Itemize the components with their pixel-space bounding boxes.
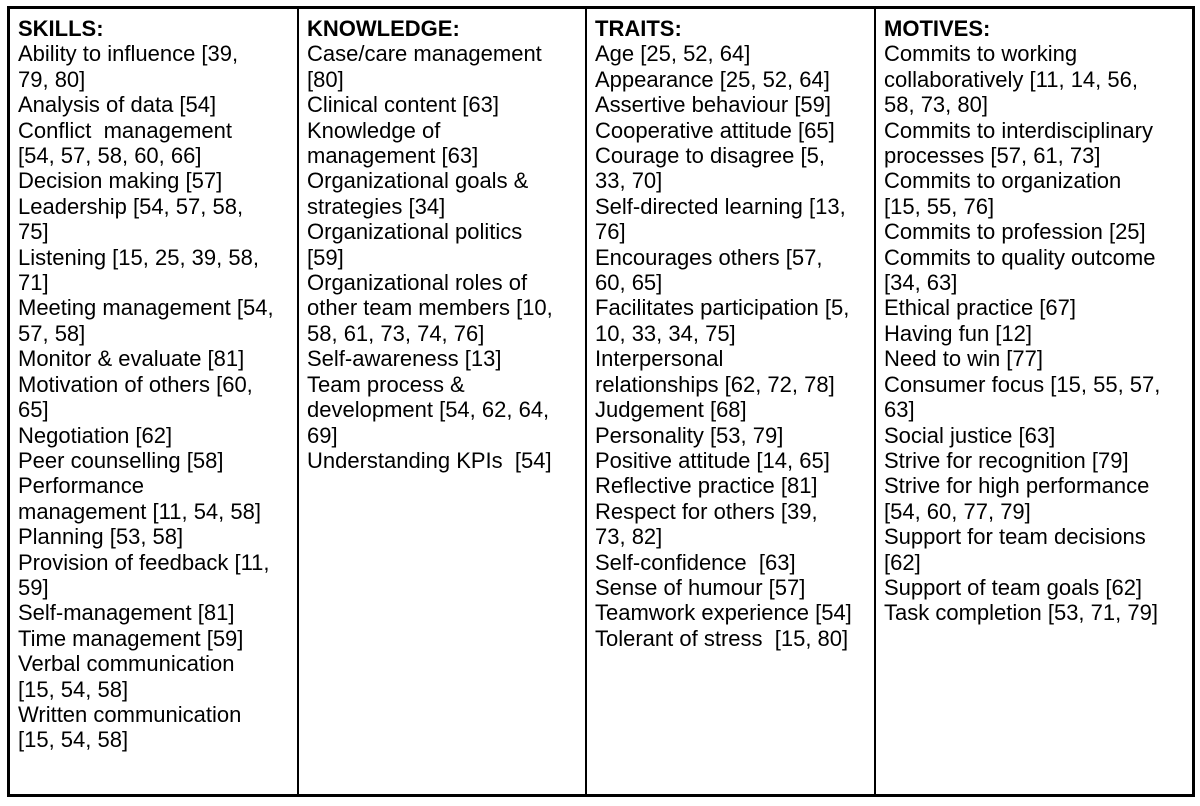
list-item: Courage to disagree [5, 33, 70] (595, 143, 832, 194)
list-item: Decision making [57] (18, 168, 223, 194)
list-item: Analysis of data [54] (18, 92, 217, 118)
list-item: Commits to quality outcome [34, 63] (884, 244, 1162, 296)
list-item: Tolerant of stress [15, 80] (595, 625, 849, 651)
list-item: Negotiation [62] (18, 422, 173, 448)
column-header-motives: MOTIVES: (884, 16, 991, 41)
list-item: Monitor & evaluate [81] (18, 346, 245, 372)
list-item: Positive attitude [14, 65] (595, 447, 830, 473)
column-traits: TRAITS: Age [25, 52, 64] Appearance [25,… (585, 9, 874, 794)
list-item: Organizational politics [59] (307, 219, 529, 270)
list-item: Ability to influence [39, 79, 80] (18, 41, 245, 92)
list-item: Judgement [68] (595, 397, 747, 423)
list-item: Commits to working collaboratively [11, … (884, 41, 1145, 118)
list-item: Facilitates participation [5, 10, 33, 34… (595, 295, 856, 346)
list-item: Having fun [12] (884, 320, 1032, 346)
list-item: Commits to organization [15, 55, 76] (884, 168, 1128, 219)
list-item: Cooperative attitude [65] (595, 117, 835, 143)
list-item: Strive for recognition [79] (884, 447, 1129, 473)
list-item: Written communication [15, 54, 58] (18, 701, 248, 753)
list-item: Commits to profession [25] (884, 219, 1146, 245)
list-item: Planning [53, 58] (18, 524, 184, 550)
list-item: Teamwork experience [54] (595, 600, 852, 626)
list-item: Listening [15, 25, 39, 58, 71] (18, 244, 266, 296)
list-item: Self-directed learning [13, 76] (595, 193, 852, 245)
list-item: Verbal communication [15, 54, 58] (18, 651, 241, 702)
list-item: Consumer focus [15, 55, 57, 63] (884, 371, 1167, 423)
list-item: Leadership [54, 57, 58, 75] (18, 193, 250, 245)
list-item: Self-awareness [13] (307, 346, 502, 372)
list-item: Self-confidence [63] (595, 549, 796, 575)
list-item: Strive for high performance [54, 60, 77,… (884, 473, 1156, 524)
list-item: Performance management [11, 54, 58] (18, 473, 261, 524)
list-item: Task completion [53, 71, 79] (884, 600, 1158, 626)
competency-table: SKILLS: Ability to influence [39, 79, 80… (7, 6, 1195, 797)
list-item: Ethical practice [67] (884, 295, 1076, 321)
list-item: Commits to interdisciplinary processes [… (884, 117, 1160, 169)
column-knowledge: KNOWLEDGE: Case/care management [80] Cli… (297, 9, 585, 794)
column-header-skills: SKILLS: (18, 16, 104, 41)
list-item: Interpersonal relationships [62, 72, 78] (595, 346, 835, 397)
list-item: Respect for others [39, 73, 82] (595, 498, 824, 550)
list-item: Support of team goals [62] (884, 574, 1143, 600)
list-item: Case/care management [80] (307, 41, 548, 92)
list-item: Need to win [77] (884, 346, 1043, 372)
column-skills: SKILLS: Ability to influence [39, 79, 80… (10, 9, 297, 794)
list-item: Reflective practice [81] (595, 473, 818, 499)
list-item: Encourages others [57, 60, 65] (595, 244, 829, 296)
list-item: Understanding KPIs [54] (307, 447, 552, 473)
column-header-knowledge: KNOWLEDGE: (307, 16, 460, 41)
list-item: Age [25, 52, 64] (595, 41, 751, 67)
list-item: Social justice [63] (884, 422, 1056, 448)
list-item: Personality [53, 79] (595, 422, 784, 448)
list-item: Team process & development [54, 62, 64, … (307, 371, 556, 448)
list-item: Conflict management [54, 57, 58, 60, 66] (18, 117, 239, 169)
list-item: Peer counselling [58] (18, 447, 224, 473)
list-item: Provision of feedback [11, 59] (18, 549, 276, 600)
list-item: Meeting management [54, 57, 58] (18, 295, 280, 346)
list-item: Sense of humour [57] (595, 574, 806, 600)
list-item: Appearance [25, 52, 64] (595, 66, 830, 92)
list-item: Knowledge of management [63] (307, 117, 479, 169)
list-item: Support for team decisions [62] (884, 524, 1152, 575)
column-motives: MOTIVES: Commits to working collaborativ… (874, 9, 1186, 794)
list-item: Clinical content [63] (307, 92, 499, 118)
list-item: Organizational roles of other team membe… (307, 270, 559, 346)
list-item: Motivation of others [60, 65] (18, 371, 259, 423)
list-item: Assertive behaviour [59] (595, 92, 832, 118)
column-header-traits: TRAITS: (595, 16, 682, 41)
list-item: Self-management [81] (18, 600, 235, 626)
list-item: Organizational goals & strategies [34] (307, 168, 535, 219)
list-item: Time management [59] (18, 625, 244, 651)
